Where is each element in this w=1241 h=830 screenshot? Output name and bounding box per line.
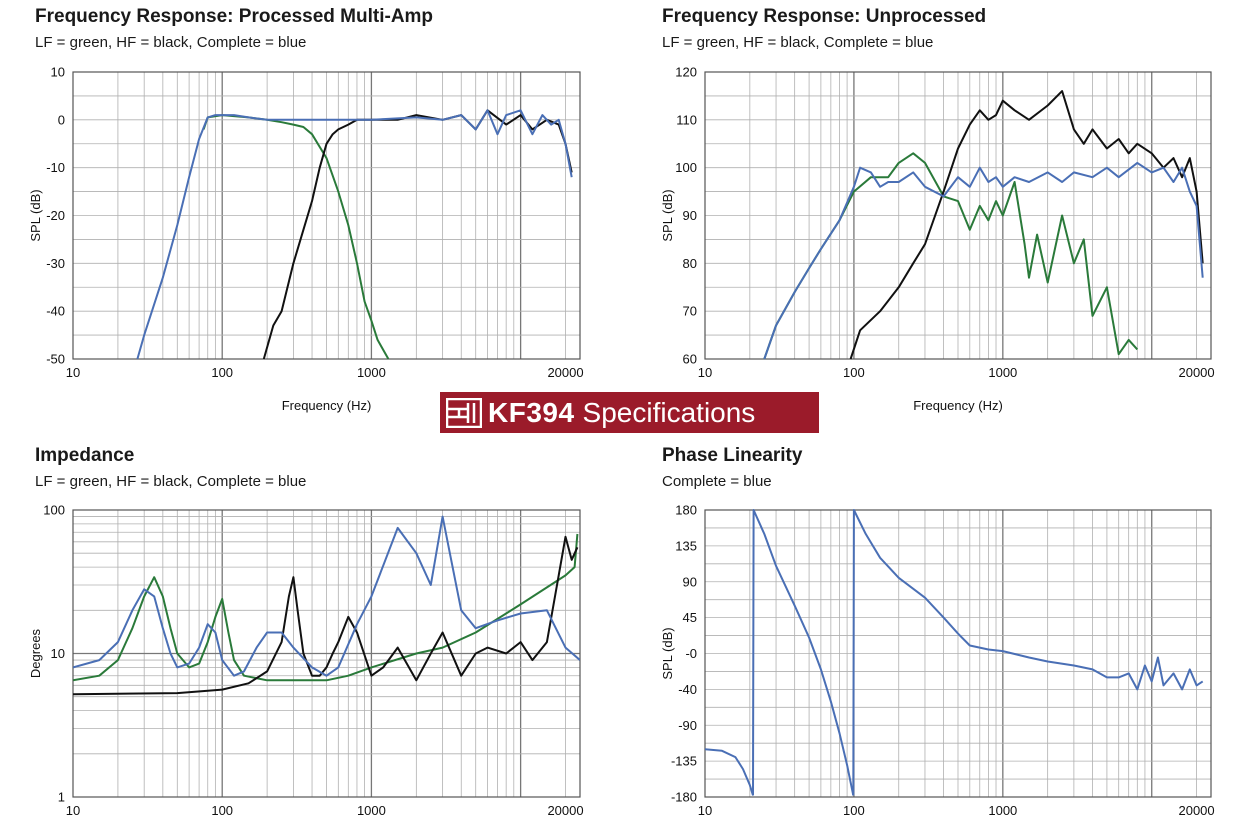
y-axis-label: SPL (dB) — [28, 189, 43, 241]
y-tick-label: -40 — [46, 304, 65, 319]
chart-title: Impedance — [35, 445, 135, 466]
y-tick-label: 90 — [683, 574, 697, 589]
chart-title: Frequency Response: Processed Multi-Amp — [35, 6, 434, 27]
y-tick-label: 10 — [51, 646, 65, 661]
plot-frame — [704, 71, 1212, 360]
brand-label: Specifications — [582, 396, 756, 428]
brand-banner: KF394 Specifications — [440, 392, 819, 433]
series-line-complete — [136, 109, 573, 360]
brand-model: KF394 — [488, 396, 575, 428]
x-tick-label: 100 — [211, 365, 233, 380]
x-tick-label: 20000 — [547, 365, 583, 380]
series-line-hf — [73, 535, 579, 696]
y-tick-label: 10 — [51, 65, 65, 80]
x-tick-label: 10 — [698, 803, 712, 818]
x-tick-label: 1000 — [357, 365, 386, 380]
y-tick-label: 120 — [675, 65, 697, 80]
x-tick-label: 20000 — [1178, 365, 1214, 380]
y-tick-label: -20 — [46, 208, 65, 223]
y-tick-label: -180 — [671, 790, 697, 805]
y-tick-label: 180 — [675, 503, 697, 518]
series-line-complete — [763, 161, 1204, 360]
x-tick-label: 1000 — [357, 803, 386, 818]
x-tick-label: 10 — [66, 803, 80, 818]
y-tick-label: 70 — [683, 304, 697, 319]
y-tick-label: 135 — [675, 538, 697, 553]
chart-subtitle: Complete = blue — [662, 473, 772, 490]
y-tick-label: -0 — [685, 646, 697, 661]
series-line-lf — [73, 533, 579, 682]
x-tick-label: 20000 — [1178, 803, 1214, 818]
y-tick-label: 45 — [683, 610, 697, 625]
x-tick-label: 1000 — [988, 803, 1017, 818]
y-axis-label: SPL (dB) — [660, 189, 675, 241]
y-tick-label: -135 — [671, 754, 697, 769]
series-line-complete — [73, 515, 580, 677]
plot-frame — [72, 509, 581, 798]
y-tick-label: 110 — [676, 112, 697, 127]
y-tick-label: -50 — [46, 352, 65, 367]
chart-subtitle: LF = green, HF = black, Complete = blue — [35, 473, 307, 490]
series-line-complete — [852, 509, 1204, 796]
series-line-hf — [262, 109, 573, 360]
series-line-hf — [849, 90, 1204, 360]
series-line-complete — [752, 509, 855, 796]
y-tick-label: 90 — [683, 208, 697, 223]
chart-title: Phase Linearity — [662, 445, 803, 466]
y-tick-label: 80 — [683, 256, 697, 271]
y-tick-label: -30 — [46, 256, 65, 271]
x-tick-label: 20000 — [547, 803, 583, 818]
y-tick-label: -10 — [46, 160, 65, 175]
y-axis-label: SPL (dB) — [660, 627, 675, 679]
x-tick-label: 100 — [843, 803, 865, 818]
y-axis-label: Degrees — [28, 628, 43, 678]
x-tick-label: 100 — [843, 365, 865, 380]
chart-subtitle: LF = green, HF = black, Complete = blue — [35, 34, 307, 51]
chart-title: Frequency Response: Unprocessed — [662, 6, 987, 27]
y-tick-label: 100 — [675, 160, 697, 175]
plot-frame — [72, 71, 581, 360]
chart-subtitle: LF = green, HF = black, Complete = blue — [662, 34, 934, 51]
x-tick-label: 10 — [698, 365, 712, 380]
y-tick-label: 0 — [58, 112, 65, 127]
y-tick-label: -40 — [678, 682, 697, 697]
y-tick-label: 1 — [58, 790, 65, 805]
x-axis-label: Frequency (Hz) — [282, 398, 372, 413]
plot-frame — [704, 509, 1212, 798]
x-tick-label: 100 — [211, 803, 233, 818]
x-tick-label: 1000 — [988, 365, 1017, 380]
x-tick-label: 10 — [66, 365, 80, 380]
y-tick-label: -90 — [678, 718, 697, 733]
x-axis-label: Frequency (Hz) — [913, 398, 1003, 413]
eaw-logo-icon — [446, 397, 482, 428]
y-tick-label: 100 — [43, 503, 65, 518]
series-line-lf — [202, 114, 390, 360]
y-tick-label: 60 — [683, 352, 697, 367]
series-line-complete — [705, 748, 754, 796]
series-line-lf — [763, 152, 1139, 360]
